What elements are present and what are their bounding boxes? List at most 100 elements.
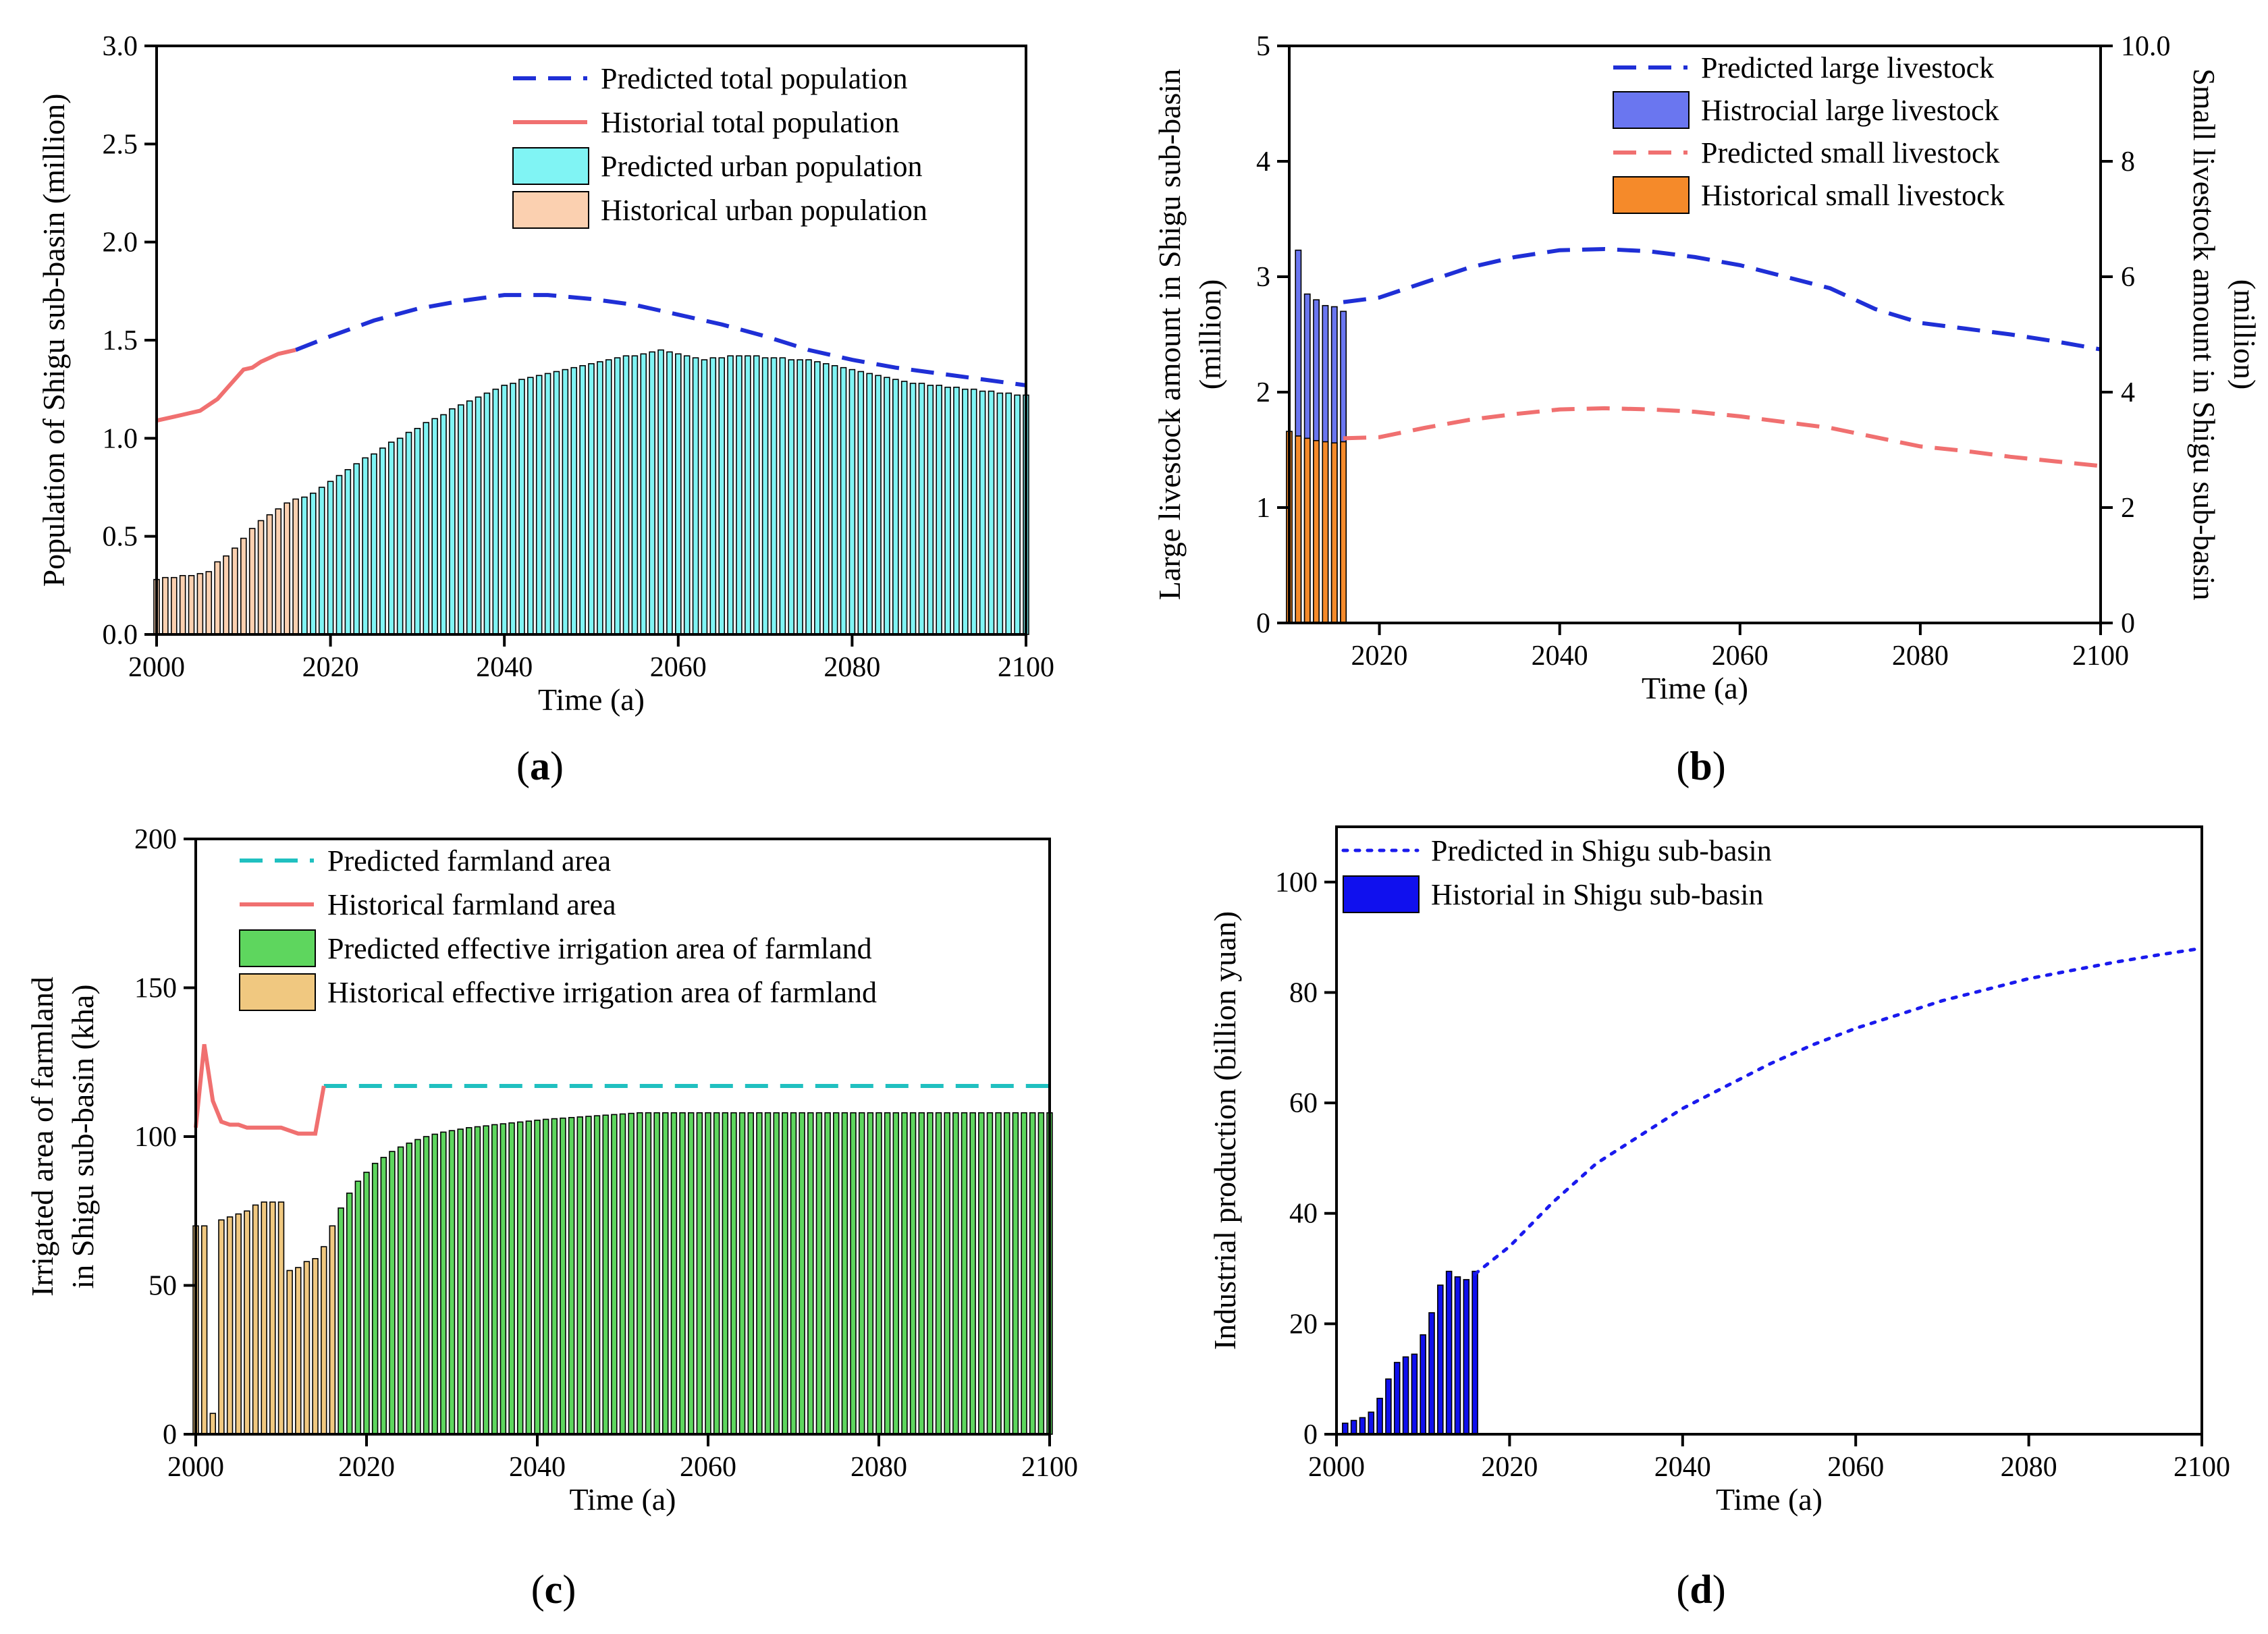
bar-3-2-5 bbox=[371, 1162, 379, 1435]
bar-3-2-60 bbox=[841, 1112, 848, 1435]
bar-3-2-66 bbox=[892, 1112, 900, 1435]
bar-3-2-50 bbox=[756, 1112, 763, 1435]
bar-3-2-21 bbox=[508, 1122, 515, 1435]
bar-3-2-71 bbox=[935, 1112, 942, 1435]
panel-label: (a) bbox=[516, 744, 564, 788]
legend-entry: Predicted farmland area bbox=[327, 844, 611, 877]
x-tick-label: 2000 bbox=[1308, 1452, 1365, 1483]
x-tick-label: 2020 bbox=[1481, 1452, 1538, 1483]
bar-1-2-32 bbox=[579, 364, 586, 635]
y-tick-label: 0 bbox=[163, 1419, 177, 1450]
bar-1-2-42 bbox=[666, 351, 673, 635]
bar-3-2-31 bbox=[593, 1115, 601, 1435]
y-tick-label: 1 bbox=[1256, 493, 1270, 524]
legend-entry: Predicted small livestock bbox=[1701, 136, 1999, 169]
bar-1-2-78 bbox=[979, 390, 986, 635]
bar-4-1-11 bbox=[1437, 1284, 1444, 1435]
bar-3-2-25 bbox=[542, 1118, 549, 1435]
bar-3-2-70 bbox=[927, 1112, 934, 1435]
legend-entry: Historical farmland area bbox=[327, 888, 616, 921]
bar-3-2-65 bbox=[884, 1112, 891, 1435]
y-tick-label: 40 bbox=[1289, 1199, 1318, 1230]
bar-1-2-18 bbox=[458, 404, 464, 635]
bar-1-2-79 bbox=[988, 390, 995, 635]
bar-3-2-55 bbox=[799, 1112, 805, 1435]
bar-1-2-6 bbox=[353, 463, 360, 635]
bar-4-1-1 bbox=[1350, 1419, 1357, 1435]
legend-swatch-box bbox=[239, 929, 316, 967]
x-tick-label: 2000 bbox=[167, 1452, 224, 1483]
bar-1-3-5 bbox=[196, 573, 204, 635]
bar-4-1-8 bbox=[1411, 1353, 1418, 1435]
bar-3-2-20 bbox=[500, 1123, 507, 1435]
bar-1-2-28 bbox=[544, 373, 551, 635]
bar-3-2-26 bbox=[551, 1118, 558, 1435]
bar-2-3-3 bbox=[1313, 440, 1320, 624]
legend-swatch-box bbox=[512, 191, 589, 229]
x-axis-label: Time (a) bbox=[538, 682, 645, 717]
bar-1-2-4 bbox=[335, 474, 343, 635]
legend-entry: Predicted large livestock bbox=[1701, 51, 1994, 84]
bar-1-2-58 bbox=[805, 359, 812, 635]
bar-3-2-47 bbox=[730, 1112, 737, 1435]
bar-1-3-9 bbox=[232, 547, 238, 635]
bar-3-2-28 bbox=[568, 1116, 575, 1435]
bar-3-2-35 bbox=[628, 1112, 634, 1435]
bar-3-2-17 bbox=[474, 1126, 481, 1435]
bar-1-2-51 bbox=[745, 355, 751, 635]
bar-3-2-30 bbox=[585, 1116, 592, 1435]
x-tick-label: 2060 bbox=[650, 652, 707, 683]
y-axis-label: Population of Shigu sub-basin (million) bbox=[36, 94, 71, 587]
bar-2-3-6 bbox=[1340, 441, 1347, 624]
legend-swatch-box bbox=[1613, 91, 1690, 129]
bar-2-3-1 bbox=[1295, 435, 1302, 624]
bar-3-2-81 bbox=[1021, 1112, 1027, 1435]
bar-1-2-73 bbox=[936, 385, 942, 635]
bar-3-2-23 bbox=[525, 1120, 533, 1435]
bar-3-3-16 bbox=[329, 1225, 336, 1435]
bar-1-2-68 bbox=[892, 379, 899, 635]
bar-2-3-2 bbox=[1303, 437, 1311, 624]
bar-3-2-76 bbox=[978, 1112, 985, 1435]
bar-3-2-11 bbox=[423, 1136, 430, 1435]
x-tick-label: 2080 bbox=[1892, 641, 1949, 672]
bar-3-2-43 bbox=[696, 1112, 703, 1435]
legend-entry: Historical small livestock bbox=[1701, 179, 2005, 212]
legend: Predicted farmland area Historical farmla… bbox=[239, 844, 877, 1011]
bar-3-2-34 bbox=[619, 1113, 626, 1435]
bar-3-2-6 bbox=[380, 1157, 387, 1435]
bar-1-3-3 bbox=[179, 574, 186, 635]
bar-1-2-61 bbox=[831, 364, 838, 635]
bar-1-2-26 bbox=[527, 377, 534, 635]
bar-4-1-9 bbox=[1420, 1334, 1426, 1435]
legend-swatch-box bbox=[1343, 875, 1420, 913]
bar-1-3-12 bbox=[257, 520, 265, 635]
bar-3-2-58 bbox=[824, 1112, 831, 1435]
bar-1-2-66 bbox=[875, 375, 882, 635]
bar-1-2-46 bbox=[701, 359, 708, 635]
bar-3-2-45 bbox=[713, 1112, 720, 1435]
y-tick-label: 3 bbox=[1256, 262, 1270, 293]
y-right-tick-label: 0 bbox=[2121, 608, 2135, 639]
bar-1-2-54 bbox=[770, 357, 778, 635]
x-tick-label: 2060 bbox=[1712, 641, 1769, 672]
bar-3-2-46 bbox=[722, 1112, 729, 1435]
bar-1-3-11 bbox=[248, 528, 256, 635]
x-tick-label: 2000 bbox=[128, 652, 185, 683]
x-tick-label: 2020 bbox=[1351, 641, 1408, 672]
bar-1-2-7 bbox=[362, 457, 369, 635]
bar-3-3-14 bbox=[312, 1258, 319, 1435]
chart-panel-3: 2000 2020 2040 2060 2080 2100 0 50 100 150 200 Time… bbox=[25, 824, 1078, 1517]
bar-3-2-7 bbox=[389, 1151, 396, 1435]
y-tick-label: 2.5 bbox=[103, 129, 138, 160]
bar-1-2-56 bbox=[788, 359, 795, 635]
bar-3-2-77 bbox=[986, 1112, 994, 1435]
bar-3-2-12 bbox=[431, 1133, 438, 1435]
bar-1-2-14 bbox=[423, 422, 430, 635]
bar-1-2-24 bbox=[510, 383, 516, 635]
bar-3-2-54 bbox=[790, 1112, 797, 1435]
bar-1-2-22 bbox=[492, 388, 500, 635]
bar-3-3-8 bbox=[261, 1201, 267, 1435]
bar-3-2-53 bbox=[782, 1112, 788, 1435]
bar-3-2-13 bbox=[440, 1131, 447, 1435]
